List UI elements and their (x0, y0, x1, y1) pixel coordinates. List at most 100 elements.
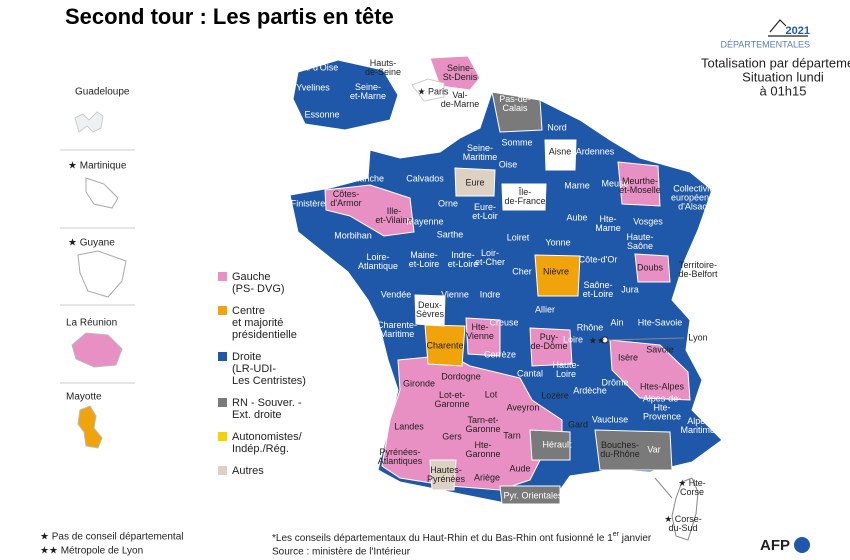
department-label: Dordogne (441, 371, 481, 381)
department-label: Finistère (291, 198, 326, 208)
legend-label: Centre (232, 305, 265, 317)
department-label: Calais (502, 103, 528, 113)
department-label: Alpes-de- (643, 393, 682, 403)
department-label: Seine- (467, 143, 493, 153)
department-label: Maritimes (680, 425, 720, 435)
department-label: Aveyron (507, 402, 540, 412)
department-labels: Val-d'Oise Yvelines Seine-et-Marne Essonne H… (291, 58, 720, 533)
department-label: Atlantiques (378, 456, 423, 466)
department-label: Puy- (540, 332, 559, 342)
department-label: Oise (499, 159, 518, 169)
department-label: Aisne (549, 146, 572, 156)
overseas-labels: Guadeloupe ★ Martinique ★ Guyane La Réunion… (66, 87, 130, 403)
legend-label: (LR-UDI- (232, 363, 276, 375)
department-label: Ardennes (576, 146, 615, 156)
note-end: janvier (619, 533, 652, 544)
department-label: Cher (512, 266, 532, 276)
department-label: Saône (627, 241, 653, 251)
department-label: Loire (563, 334, 583, 344)
department-label: Île- (518, 187, 532, 197)
department-label: Garonne (465, 449, 500, 459)
department-label: d'Alsace (678, 201, 712, 211)
department-label: Htes-Alpes (640, 381, 685, 391)
department-label: Garonne (434, 399, 469, 409)
legend-label: Ext. droite (232, 409, 282, 421)
department-label: Mayenne (406, 216, 443, 226)
legend-label: Droite (232, 351, 261, 363)
department-label: Yonne (545, 237, 570, 247)
overseas-label: Guadeloupe (75, 87, 130, 98)
department-label: Vienne (441, 289, 469, 299)
legend-label: présidentielle (232, 329, 297, 341)
title: Second tour : Les partis en tête (65, 4, 394, 29)
department-label: Meurthe- (622, 176, 658, 186)
subtitle-line: Totalisation par département (701, 55, 850, 70)
department-label: Manche (352, 173, 384, 183)
department-label: Creuse (489, 317, 518, 327)
agency-logo (794, 537, 810, 553)
department-label: ★ Paris (417, 86, 449, 96)
lyon-marker: ★★ (589, 335, 605, 345)
corse-shape (671, 477, 699, 541)
department-label: Aube (566, 212, 587, 222)
department-label: Orne (438, 198, 458, 208)
idf-inset (292, 59, 399, 131)
department-label: Ariège (474, 472, 500, 482)
legend-swatch (218, 272, 227, 281)
department-label: Ardèche (573, 385, 607, 395)
department-label: Hte- (471, 322, 488, 332)
department-label: Seine- (355, 82, 381, 92)
department-label: Pyrénées (427, 474, 466, 484)
department-label: Territoire- (679, 260, 717, 270)
department-label: Côte-d'Or (579, 254, 618, 264)
paris-shape (411, 78, 445, 102)
mayotte-shape (77, 405, 103, 449)
reunion-shape (71, 332, 123, 368)
department-label: Calvados (406, 173, 444, 183)
department-label: du-Sud (668, 523, 697, 533)
department-label: Hte- (474, 440, 491, 450)
department-label: Eure- (474, 202, 496, 212)
footnote-note: *Les conseils départementaux du Haut-Rhi… (272, 531, 652, 544)
department-label: Loire- (366, 252, 389, 262)
department-label: de-Marne (441, 99, 480, 109)
department-label: Morbihan (334, 230, 372, 240)
legend-swatch (218, 398, 227, 407)
department-label: Aude (509, 463, 530, 473)
department-label: Bouches- (601, 440, 639, 450)
department-label: ★ Hte- (678, 478, 706, 488)
department-label: de-Seine (365, 67, 401, 77)
note-sup: er (613, 531, 620, 538)
legend-swatch (218, 352, 227, 361)
department-label: et-Moselle (619, 185, 661, 195)
department-label: Hautes- (430, 465, 462, 475)
department-label: Atlantique (358, 261, 398, 271)
department-label: Jura (621, 284, 639, 294)
department-label: Gard (568, 419, 588, 429)
martinique-shape (85, 177, 119, 209)
department-label: et-Loire (409, 259, 440, 269)
department-label: Drôme (601, 377, 628, 387)
source: Source : ministère de l'Intérieur (272, 547, 411, 558)
department-label: Sarthe (437, 229, 464, 239)
department-label: St-Denis (443, 72, 478, 82)
department-label: et-Cher (475, 257, 505, 267)
department-label: Tarn (503, 430, 521, 440)
department-label: d'Armor (330, 198, 361, 208)
department-label: Vendée (381, 289, 412, 299)
department-label: Yvelines (296, 82, 330, 92)
department-label: Collectivité (673, 183, 717, 193)
legend-label: Les Centristes) (232, 375, 306, 387)
lyon-leader (607, 337, 685, 341)
department-label: ★ Corse- (664, 514, 702, 524)
department-label: Seine- (447, 63, 473, 73)
department-label: Lot-et- (439, 390, 465, 400)
department-label: Marne (595, 223, 621, 233)
overseas-label: Mayotte (66, 392, 102, 403)
footnote-star: ★ Pas de conseil départemental (40, 532, 184, 543)
guadeloupe-shape (74, 111, 104, 133)
department-label: et-Loir (472, 211, 498, 221)
department-label: Vaucluse (592, 414, 628, 424)
